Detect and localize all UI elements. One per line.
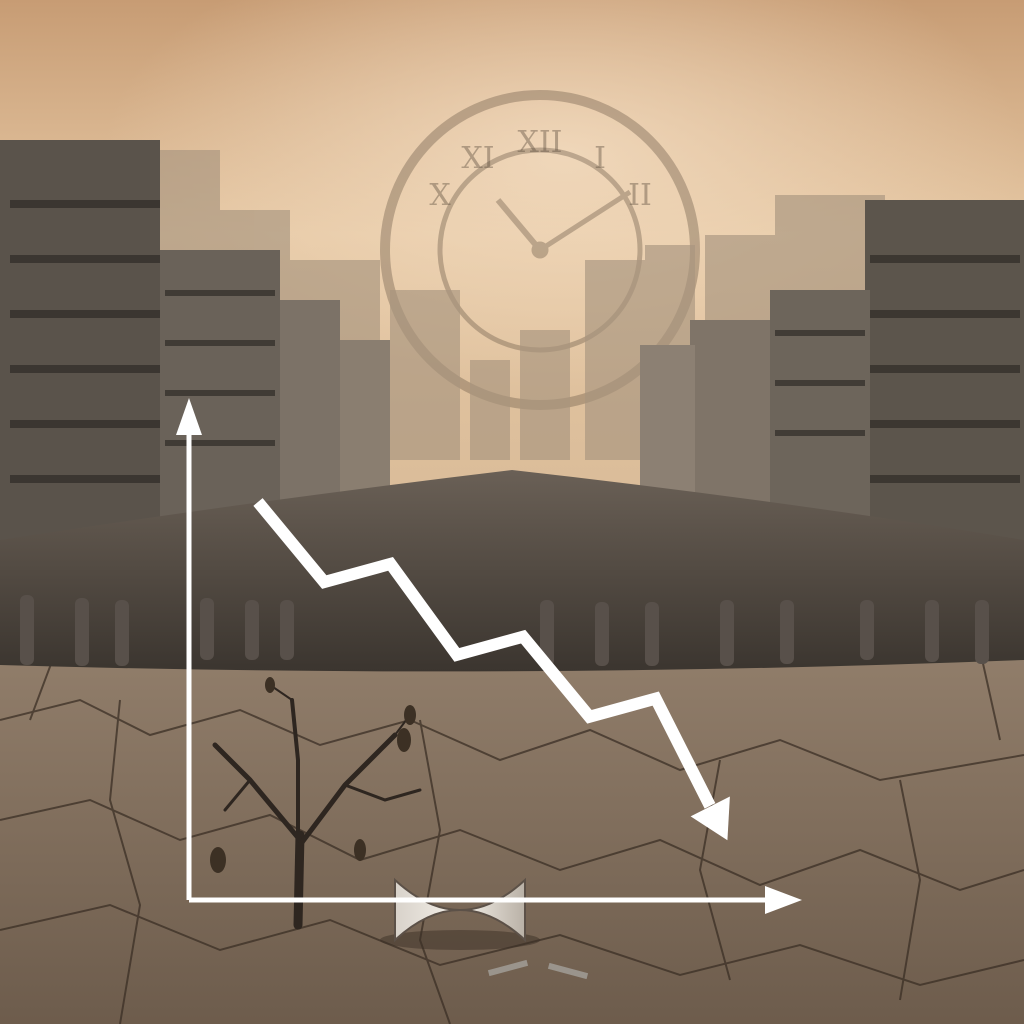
clock-numeral-x: X <box>429 178 451 213</box>
clock-numeral-i: I <box>594 141 606 176</box>
tree-leaves <box>210 677 416 873</box>
clock-numeral-xii: XII <box>517 125 562 160</box>
right-buildings <box>640 200 1024 540</box>
decline-chart <box>176 398 802 914</box>
bare-tree-icon <box>212 684 422 930</box>
fallen-rods <box>487 959 589 980</box>
ground-cracks <box>0 639 1024 1024</box>
clock-numeral-xi: XI <box>461 141 494 176</box>
crowd-front-figures <box>20 595 989 666</box>
declining-trend-line <box>253 498 716 809</box>
y-axis-arrowhead <box>176 398 202 435</box>
trend-arrowhead <box>690 796 730 841</box>
clock-numeral-ii: II <box>628 178 652 213</box>
hourglass-icon <box>380 877 540 950</box>
x-axis-arrowhead <box>765 886 802 914</box>
clock-numerals: XII I II X XI <box>429 125 652 213</box>
